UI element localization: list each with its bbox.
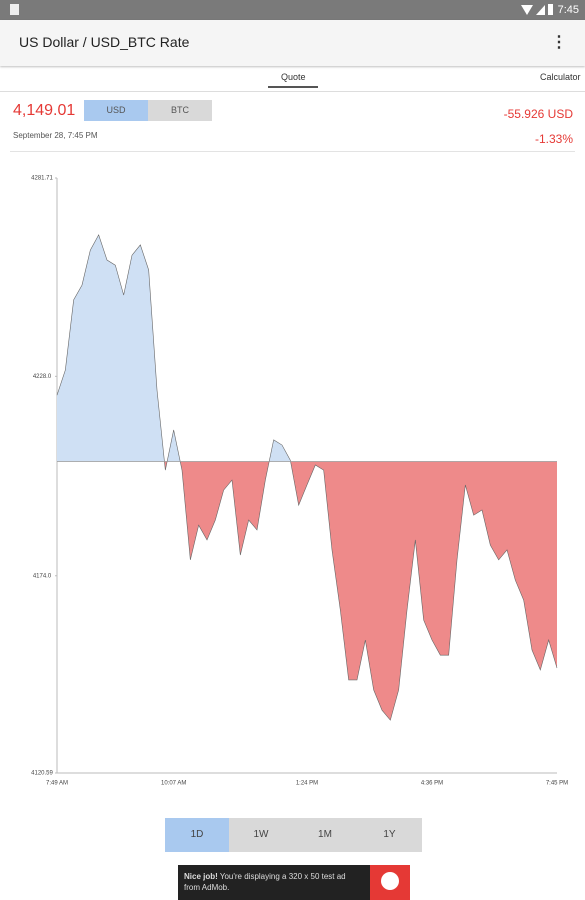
- signal-icon: [536, 5, 545, 15]
- y-tick-label: 4174.0: [33, 573, 52, 579]
- y-tick-label: 4120.59: [31, 771, 53, 777]
- app-title: US Dollar / USD_BTC Rate: [19, 34, 190, 50]
- ad-logo-mark: [381, 872, 399, 890]
- divider: [0, 91, 585, 92]
- range-button[interactable]: 1Y: [357, 818, 422, 852]
- price: 4,149.01: [13, 102, 76, 119]
- price-line: [56, 234, 558, 721]
- x-tick-label: 4:36 PM: [421, 781, 443, 787]
- range-button[interactable]: 1M: [293, 818, 357, 852]
- chart: 4281.71 4228.0 4174.0 4120.59 7:49 AM 10:07 A…: [31, 176, 568, 787]
- tab[interactable]: Calculator: [540, 72, 581, 82]
- x-tick-label: 7:49 AM: [46, 781, 68, 787]
- wifi-icon: [521, 5, 533, 15]
- ad-message: You're displaying a 320 x 50 test ad fro…: [184, 872, 346, 892]
- notification-icon: [10, 4, 19, 15]
- tab[interactable]: Quote: [281, 72, 306, 82]
- ad-text: Nice job! You're displaying a 320 x 50 t…: [184, 871, 354, 893]
- y-tick-label: 4228.0: [33, 374, 52, 380]
- ad-bold: Nice job!: [184, 872, 218, 881]
- change-percent: -1.33%: [534, 132, 573, 146]
- quote-date: September 28, 7:45 PM: [13, 131, 98, 140]
- divider: [10, 151, 575, 152]
- clock: 7:45: [557, 4, 579, 16]
- tab-indicator: [268, 86, 318, 88]
- ad-logo: [370, 865, 410, 900]
- currency-toggle[interactable]: USD: [84, 100, 148, 121]
- range-button[interactable]: 1D: [165, 818, 229, 852]
- currency-toggle[interactable]: BTC: [148, 100, 212, 121]
- x-tick-label: 7:45 PM: [546, 781, 568, 787]
- app-bar: US Dollar / USD_BTC Rate ⋮: [0, 20, 585, 66]
- price-area: [57, 234, 557, 721]
- x-tick-label: 1:24 PM: [296, 781, 318, 787]
- range-button[interactable]: 1W: [229, 818, 293, 852]
- y-tick-label: 4281.71: [31, 176, 53, 182]
- status-bar: 7:45: [0, 0, 585, 20]
- overflow-menu[interactable]: ⋮: [551, 34, 567, 51]
- battery-icon: [548, 4, 553, 15]
- x-tick-label: 10:07 AM: [161, 781, 186, 787]
- ad-banner[interactable]: Nice job! You're displaying a 320 x 50 t…: [178, 865, 410, 900]
- change: -55.926 USD: [503, 107, 573, 121]
